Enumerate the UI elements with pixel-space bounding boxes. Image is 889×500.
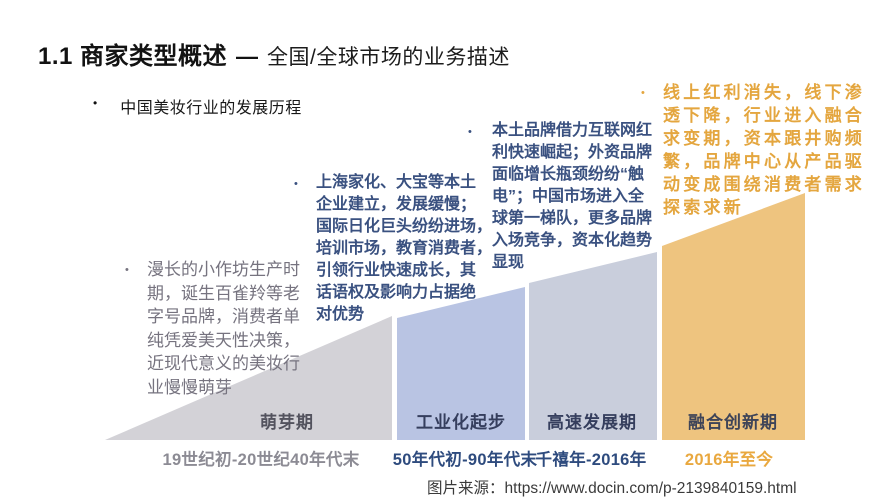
bullet-icon: • <box>93 96 98 110</box>
page-title: 1.1 商家类型概述 — 全国/全球市场的业务描述 <box>38 36 510 71</box>
stage-period-4: 2016年至今 <box>684 451 774 469</box>
stage-label-4: 融合创新期 <box>688 413 778 432</box>
source-label: 图片来源： <box>427 480 505 497</box>
page-title-description: 全国/全球市场的业务描述 <box>267 46 510 69</box>
stage-note-3: 本土品牌借力互联网红 利快速崛起；外资品牌 面临增长瓶颈纷纷“触 电”；中国市场… <box>492 122 653 271</box>
stage-shape-3 <box>529 252 657 440</box>
stage-label-1: 萌芽期 <box>260 413 314 432</box>
stage-note-2: 上海家化、大宝等本土 企业建立，发展缓慢； 国际日化巨头纷纷进场， 培训市场，教… <box>316 174 493 323</box>
stage-period-3: 千禧年-2016年 <box>535 451 647 469</box>
stage-label-2: 工业化起步 <box>416 413 506 432</box>
bullet-icon: • <box>641 87 645 99</box>
bullet-icon: • <box>294 178 298 190</box>
source-url: https://www.docin.com/p-2139840159.html <box>504 480 797 497</box>
section-heading: 中国美妆行业的发展历程 <box>120 100 302 117</box>
stage-note-1: 漫长的小作坊生产时 期，诞生百雀羚等老 字号品牌，消费者单 纯凭爱美天性决策， … <box>147 260 300 397</box>
stage-shape-1 <box>105 316 392 440</box>
stage-shape-4 <box>662 193 805 440</box>
section-heading-row: • 中国美妆行业的发展历程 <box>93 94 302 118</box>
stage-period-2: 50年代初-90年代末 <box>392 451 538 469</box>
title-dash: — <box>236 44 259 69</box>
page-title-number-and-topic: 1.1 商家类型概述 <box>38 43 228 70</box>
stage-note-4: 线上红利消失，线下渗 透下降，行业进入融合 求变期，资本跟井购频 繁，品牌中心从… <box>663 83 865 217</box>
stage-shape-2 <box>397 287 525 440</box>
image-source: 图片来源：https://www.docin.com/p-2139840159.… <box>427 476 797 498</box>
stage-period-1: 19世纪初-20世纪40年代末 <box>162 451 360 469</box>
bullet-icon: • <box>125 264 129 276</box>
bullet-icon: • <box>468 126 472 138</box>
stage-label-3: 高速发展期 <box>547 413 637 432</box>
